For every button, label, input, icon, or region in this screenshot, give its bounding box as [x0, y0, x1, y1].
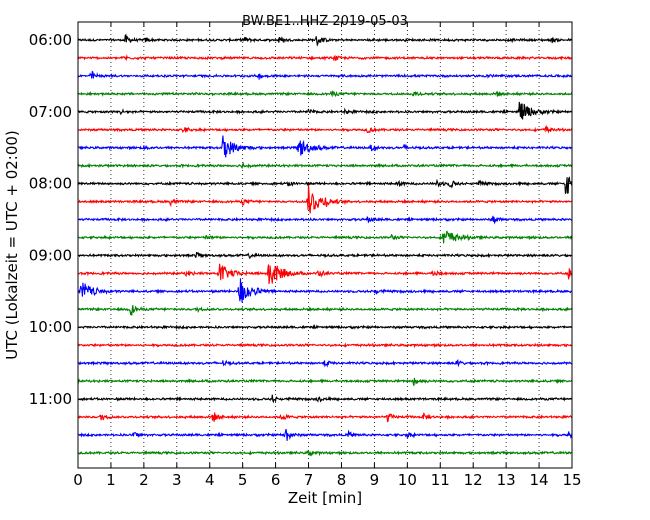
x-tick-label: 6 — [271, 471, 281, 489]
y-tick-label: 09:00 — [29, 246, 72, 264]
seismic-trace — [77, 305, 573, 316]
x-tick-label: 12 — [464, 471, 483, 489]
seismic-trace — [77, 33, 573, 47]
seismic-trace — [77, 278, 573, 303]
y-axis-label: UTC (Lokalzeit = UTC + 02:00) — [3, 130, 21, 360]
seismic-trace — [77, 101, 573, 120]
seismic-trace — [77, 428, 573, 441]
seismic-trace — [77, 176, 573, 195]
seismic-trace — [78, 358, 573, 368]
seismic-trace — [77, 412, 573, 423]
y-tick-label: 07:00 — [29, 103, 72, 121]
x-tick-label: 4 — [205, 471, 215, 489]
seismic-traces — [77, 33, 573, 457]
seismic-trace — [77, 230, 573, 244]
x-tick-label: 3 — [172, 471, 182, 489]
x-axis-ticks: 0 1 2 3 4 5 6 7 8 9 10 11 12 13 14 15 — [73, 22, 582, 489]
seismic-trace — [77, 70, 573, 80]
seismic-trace — [77, 449, 573, 457]
x-tick-label: 2 — [139, 471, 149, 489]
x-tick-label: 13 — [497, 471, 516, 489]
seismic-trace — [77, 394, 573, 404]
x-tick-label: 8 — [337, 471, 347, 489]
y-tick-label: 06:00 — [29, 31, 72, 49]
seismic-trace — [77, 215, 573, 225]
seismic-trace — [77, 263, 572, 285]
x-tick-label: 15 — [562, 471, 581, 489]
x-tick-label: 7 — [304, 471, 314, 489]
x-tick-label: 11 — [431, 471, 450, 489]
y-tick-label: 11:00 — [29, 390, 72, 408]
y-axis-ticks: 06:00 07:00 08:00 09:00 10:00 11:00 — [29, 31, 572, 408]
seismic-trace — [77, 135, 573, 158]
x-tick-label: 5 — [238, 471, 248, 489]
seismic-trace — [77, 324, 573, 331]
seismic-trace — [77, 342, 573, 349]
x-tick-label: 9 — [370, 471, 380, 489]
grid-lines — [110, 22, 540, 468]
x-axis-label: Zeit [min] — [288, 489, 362, 507]
y-tick-label: 10:00 — [29, 318, 72, 336]
y-tick-label: 08:00 — [29, 175, 72, 193]
seismic-trace — [77, 184, 573, 214]
seismic-trace — [77, 161, 572, 170]
x-tick-label: 14 — [530, 471, 549, 489]
x-tick-label: 1 — [106, 471, 116, 489]
seismic-trace — [77, 377, 573, 386]
plot-frame — [77, 21, 573, 469]
x-tick-label: 0 — [73, 471, 83, 489]
seismic-trace — [77, 90, 573, 98]
seismic-trace — [77, 251, 573, 260]
seismic-trace — [77, 54, 573, 62]
seismic-trace — [77, 124, 573, 134]
x-tick-label: 10 — [398, 471, 417, 489]
